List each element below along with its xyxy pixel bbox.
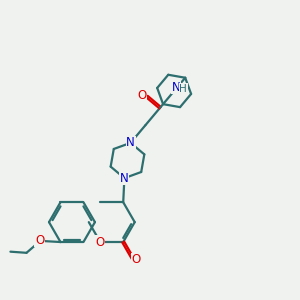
Text: O: O [35,234,44,247]
Text: O: O [96,236,105,248]
Text: N: N [126,136,135,149]
Text: O: O [132,253,141,266]
Text: N: N [120,172,129,184]
Text: H: H [179,84,187,94]
Text: O: O [137,88,146,102]
Text: N: N [172,81,181,94]
